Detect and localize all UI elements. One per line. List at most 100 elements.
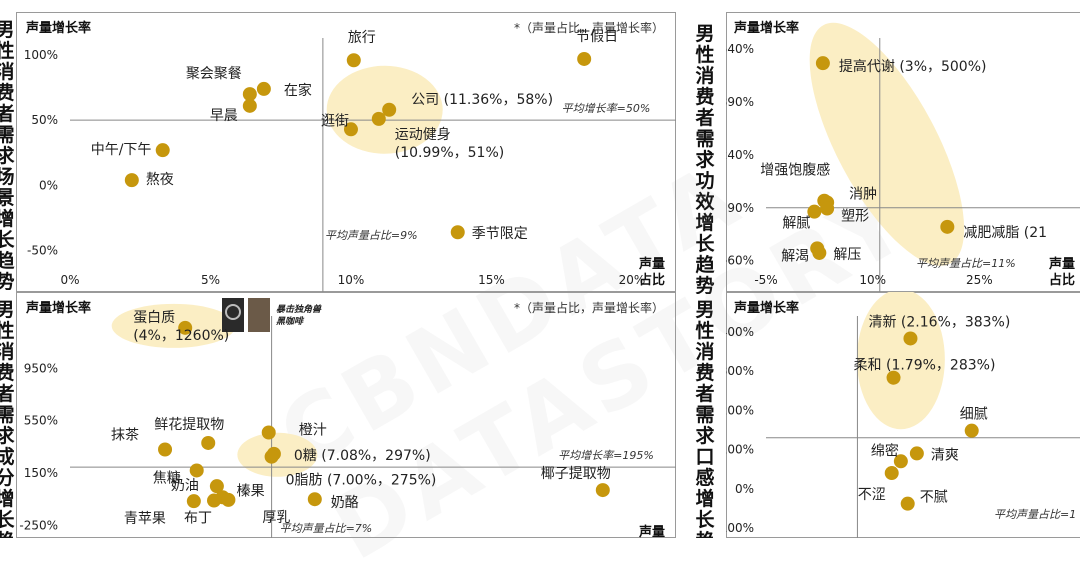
point-label: 塑形 xyxy=(841,209,869,225)
avg-x-label: 平均声量占比=1 xyxy=(994,508,1076,521)
point-label: 椰子提取物 xyxy=(541,466,611,482)
chart4-side-title: 男性消费者需求口感增长趋势 xyxy=(694,300,716,538)
point-label: (10.99%，51%) xyxy=(395,145,504,161)
avg-y-label: 平均增长率=50% xyxy=(562,102,651,115)
point-label: 季节限定 xyxy=(472,226,528,242)
point-label: 中午/下午 xyxy=(91,142,152,158)
point-label: 不腻 xyxy=(920,490,948,506)
chart-taste: 声量增长率400%300%200%100%0%-100%平均声量占比=1清新 (… xyxy=(726,292,1080,538)
data-point xyxy=(187,494,201,508)
data-point xyxy=(158,443,172,457)
data-point xyxy=(812,246,826,260)
chart-ingredient: 声量增长率*（声量占比，声量增长率）950%550%150%-250%声量平均增… xyxy=(16,292,676,538)
y-tick-label: -100% xyxy=(726,521,754,535)
data-point xyxy=(885,466,899,480)
y-tick-label: 390% xyxy=(726,95,754,109)
point-label: 旅行 xyxy=(348,30,376,46)
data-point xyxy=(257,82,271,96)
point-label: 公司 (11.36%，58%) xyxy=(411,92,553,108)
data-point xyxy=(820,202,834,216)
point-label: 节假日 xyxy=(576,29,618,45)
point-label: 运动健身 xyxy=(395,127,451,143)
data-point xyxy=(221,493,235,507)
y-tick-label: 200% xyxy=(726,403,754,417)
data-point xyxy=(965,424,979,438)
x-axis-title-2: 占比 xyxy=(1049,272,1075,288)
point-label: 柔和 (1.79%，283%) xyxy=(854,358,996,374)
point-label: 细腻 xyxy=(960,407,988,423)
point-label: 蛋白质 xyxy=(133,310,175,326)
y-tick-label: 100% xyxy=(24,48,58,62)
chart-function: 声量增长率540%390%240%90%-60%-5%10%25%声量占比平均声… xyxy=(726,12,1080,292)
chart1-side-title: 男性消费者需求场景增长趋势 xyxy=(0,20,16,290)
data-point xyxy=(596,483,610,497)
y-tick-label: 540% xyxy=(726,42,754,56)
point-label: 奶酪 xyxy=(331,495,359,511)
point-label: 聚会聚餐 xyxy=(186,66,242,82)
x-tick-label: -5% xyxy=(754,273,777,287)
y-axis-title: 声量增长率 xyxy=(25,20,91,36)
y-tick-label: 400% xyxy=(726,325,754,339)
data-point xyxy=(372,112,386,126)
banner-text: 暴击独角兽 xyxy=(276,304,322,315)
point-label: 逛街 xyxy=(321,113,349,129)
point-label: 解压 xyxy=(833,247,861,263)
x-axis-title: 声量 xyxy=(638,524,665,538)
y-tick-label: 0% xyxy=(39,178,58,192)
y-tick-label: -250% xyxy=(19,518,58,532)
banner-text-2: 黑咖啡 xyxy=(276,316,305,327)
y-tick-label: 550% xyxy=(24,414,58,428)
y-axis-title: 声量增长率 xyxy=(25,300,91,316)
point-label: 解腻 xyxy=(782,216,810,232)
point-label: 解渴 xyxy=(781,248,809,264)
data-point xyxy=(262,426,276,440)
chart-scene: 声量增长率*（声量占比，声量增长率）100%50%0%-50%0%5%10%15… xyxy=(16,12,676,292)
point-label: (4%，1260%) xyxy=(133,328,229,344)
x-tick-label: 10% xyxy=(859,273,886,287)
point-label: 熬夜 xyxy=(146,172,174,188)
point-label: 在家 xyxy=(284,82,312,99)
x-axis-title: 声量 xyxy=(1048,256,1075,272)
data-point xyxy=(901,497,915,511)
avg-y-label: 平均增长率=195% xyxy=(558,449,654,462)
point-label: 0糖 (7.08%，297%) xyxy=(294,448,431,464)
data-point xyxy=(243,99,257,113)
x-tick-label: 5% xyxy=(201,273,220,287)
data-point xyxy=(156,143,170,157)
data-point xyxy=(201,436,215,450)
point-label: 不涩 xyxy=(858,487,886,503)
data-point xyxy=(451,225,465,239)
y-axis-title: 声量增长率 xyxy=(733,300,799,316)
point-label: 抹茶 xyxy=(111,428,139,444)
point-label: 消肿 xyxy=(849,187,877,203)
y-tick-label: 300% xyxy=(726,364,754,378)
data-point xyxy=(577,52,591,66)
point-label: 布丁 xyxy=(184,511,212,527)
data-point xyxy=(940,220,954,234)
y-tick-label: 90% xyxy=(727,201,754,215)
point-label: 提高代谢 (3%，500%) xyxy=(839,58,987,75)
y-tick-label: 100% xyxy=(726,443,754,457)
point-label: 奶油 xyxy=(171,478,199,494)
data-point xyxy=(265,450,279,464)
data-point xyxy=(207,494,221,508)
chart3-side-title: 男性消费者需求成分增长趋势 xyxy=(0,300,16,538)
avg-x-label: 平均声量占比=9% xyxy=(325,229,418,242)
avg-x-label: 平均声量占比=11% xyxy=(916,257,1016,270)
y-tick-label: 950% xyxy=(24,361,58,375)
data-point xyxy=(125,173,139,187)
data-point xyxy=(816,56,830,70)
point-label: 早晨 xyxy=(210,108,238,124)
chart2-side-title: 男性消费者需求功效增长趋势 xyxy=(694,24,716,294)
y-tick-label: 50% xyxy=(31,113,58,127)
y-tick-label: -60% xyxy=(726,254,754,268)
y-tick-label: -50% xyxy=(27,243,58,257)
data-point xyxy=(910,446,924,460)
y-tick-label: 0% xyxy=(735,482,754,496)
avg-x-label: 平均声量占比=7% xyxy=(280,522,373,535)
y-tick-label: 150% xyxy=(24,466,58,480)
point-label: 减肥减脂 (21 xyxy=(963,225,1047,241)
x-axis-title: 声量 xyxy=(638,256,665,272)
banner-image-2 xyxy=(248,298,270,332)
point-label: 橙汁 xyxy=(299,423,327,439)
